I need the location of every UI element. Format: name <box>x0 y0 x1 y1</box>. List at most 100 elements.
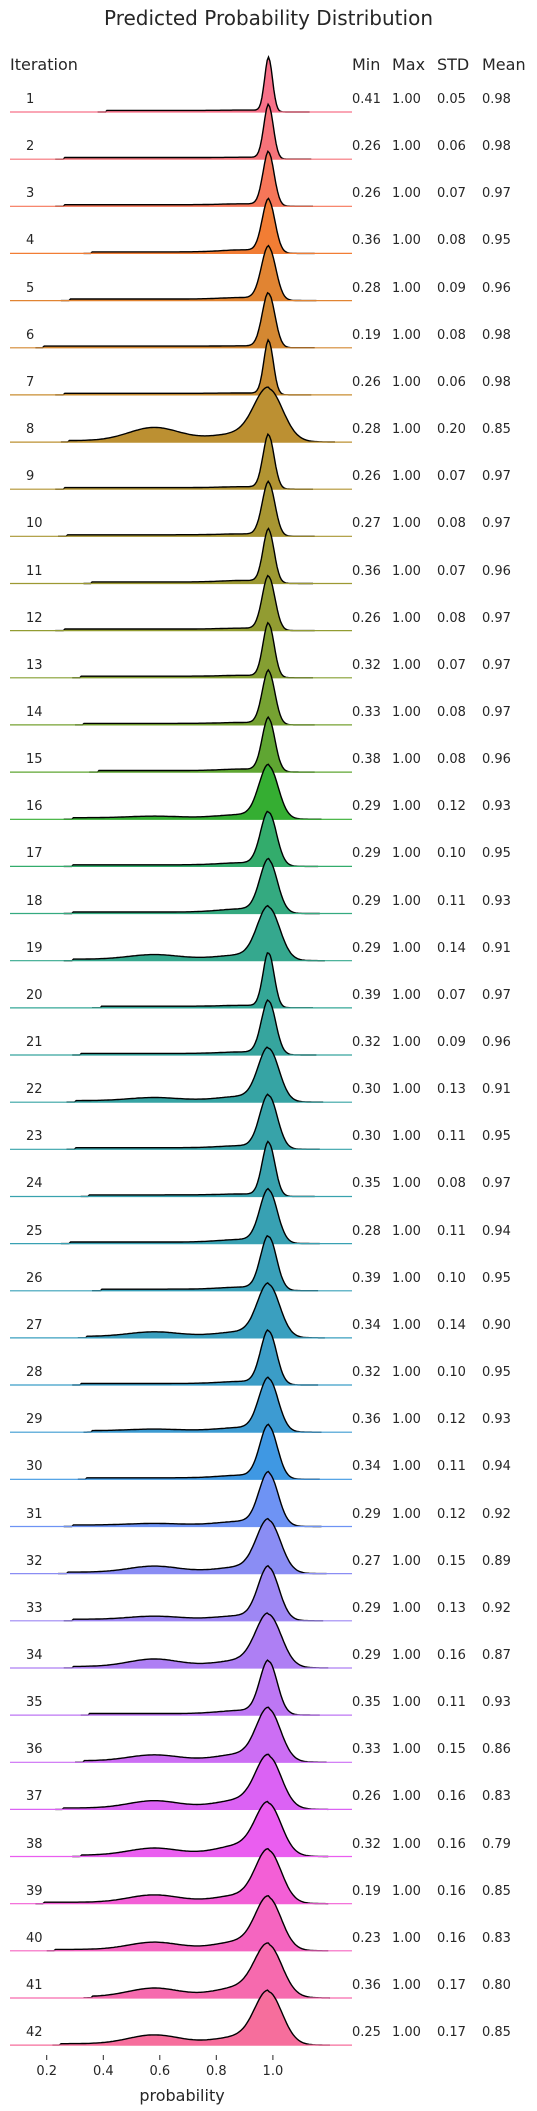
max-value: 1.00 <box>392 1600 421 1616</box>
ridge-fill-34 <box>63 1613 329 1668</box>
min-value: 0.23 <box>352 1930 381 1946</box>
std-value: 0.08 <box>437 704 466 720</box>
ridge-outline-38 <box>72 1800 329 1858</box>
min-value: 0.32 <box>352 1365 381 1381</box>
ridge-outline-2 <box>55 102 312 160</box>
max-value: 1.00 <box>392 1553 421 1569</box>
max-value: 1.00 <box>392 1223 421 1239</box>
std-value: 0.08 <box>437 516 466 532</box>
min-value: 0.34 <box>352 1317 381 1333</box>
iteration-label: 14 <box>26 704 43 720</box>
max-value: 1.00 <box>392 1317 421 1333</box>
min-value: 0.32 <box>352 1836 381 1852</box>
iteration-label: 33 <box>26 1600 43 1616</box>
mean-value: 0.96 <box>482 563 511 579</box>
iteration-label: 24 <box>26 1176 43 1192</box>
ridge-fill-18 <box>63 858 320 914</box>
x-tick-label: 0.8 <box>205 2064 227 2079</box>
min-value: 0.29 <box>352 940 381 956</box>
min-value: 0.29 <box>352 1600 381 1616</box>
max-value: 1.00 <box>392 516 421 532</box>
ridge-outline-1 <box>97 54 310 113</box>
min-value: 0.30 <box>352 1082 381 1098</box>
mean-value: 0.95 <box>482 233 511 249</box>
std-column-header: STD <box>437 55 470 74</box>
mean-value: 0.97 <box>482 610 511 626</box>
min-value: 0.29 <box>352 1506 381 1522</box>
max-value: 1.00 <box>392 186 421 202</box>
mean-value: 0.97 <box>482 657 511 673</box>
ridge-outline-4 <box>83 197 315 255</box>
ridge-outline-18 <box>63 857 320 915</box>
mean-value: 0.89 <box>482 1553 511 1569</box>
ridge-outline-31 <box>63 1470 322 1528</box>
ridge-fill-35 <box>80 1660 320 1716</box>
max-value: 1.00 <box>392 1742 421 1758</box>
ridge-outline-25 <box>60 1187 320 1245</box>
std-value: 0.10 <box>437 1270 466 1286</box>
ridge-outline-12 <box>55 574 315 632</box>
max-column-header: Max <box>392 55 426 74</box>
mean-value: 0.94 <box>482 1223 511 1239</box>
iteration-label: 13 <box>26 657 43 673</box>
ridge-fill-11 <box>83 528 313 584</box>
ridge-outline-24 <box>80 1140 315 1198</box>
iteration-label: 42 <box>26 2025 43 2041</box>
max-value: 1.00 <box>392 1789 421 1805</box>
iteration-label: 39 <box>26 1883 43 1899</box>
max-value: 1.00 <box>392 422 421 438</box>
ridge-fill-36 <box>75 1707 327 1763</box>
iteration-label: 32 <box>26 1553 43 1569</box>
std-value: 0.11 <box>437 1695 466 1711</box>
std-value: 0.11 <box>437 1223 466 1239</box>
mean-value: 0.98 <box>482 139 511 155</box>
min-value: 0.36 <box>352 1412 381 1428</box>
min-value: 0.39 <box>352 1270 381 1286</box>
iteration-label: 29 <box>26 1412 43 1428</box>
ridge-outline-10 <box>58 480 315 537</box>
std-value: 0.07 <box>437 657 466 673</box>
std-value: 0.11 <box>437 893 466 909</box>
mean-value: 0.97 <box>482 186 511 202</box>
mean-value: 0.91 <box>482 940 511 956</box>
min-column-header: Min <box>352 55 381 74</box>
std-value: 0.12 <box>437 1506 466 1522</box>
ridge-outline-32 <box>58 1517 327 1575</box>
min-value: 0.26 <box>352 139 381 155</box>
std-value: 0.06 <box>437 374 466 390</box>
max-value: 1.00 <box>392 987 421 1003</box>
ridge-outline-6 <box>35 291 315 349</box>
iteration-label: 10 <box>26 516 43 532</box>
iteration-label: 2 <box>26 139 35 155</box>
ridge-outline-20 <box>92 952 313 1009</box>
min-value: 0.36 <box>352 233 381 249</box>
iteration-label: 9 <box>26 469 35 485</box>
ridge-fill-21 <box>72 1000 317 1055</box>
iteration-label: 21 <box>26 1035 43 1050</box>
ridge-fill-37 <box>55 1754 329 1810</box>
ridge-fill-1 <box>97 57 310 112</box>
max-value: 1.00 <box>392 752 421 768</box>
std-value: 0.09 <box>437 280 466 296</box>
mean-value: 0.85 <box>482 1883 511 1899</box>
ridge-fill-31 <box>63 1471 322 1527</box>
std-value: 0.07 <box>437 563 466 579</box>
min-value: 0.26 <box>352 469 381 485</box>
std-value: 0.06 <box>437 139 466 155</box>
ridge-fill-12 <box>55 575 315 631</box>
mean-value: 0.98 <box>482 92 511 107</box>
max-value: 1.00 <box>392 893 421 909</box>
ridge-fill-27 <box>77 1282 325 1338</box>
max-value: 1.00 <box>392 1035 421 1050</box>
iteration-label: 35 <box>26 1695 43 1711</box>
iteration-label: 18 <box>26 893 43 909</box>
ridge-outline-14 <box>75 668 315 726</box>
ridge-fill-10 <box>58 481 315 537</box>
min-value: 0.38 <box>352 752 381 768</box>
iteration-label: 34 <box>26 1647 43 1663</box>
iteration-label: 31 <box>26 1506 43 1522</box>
max-value: 1.00 <box>392 940 421 956</box>
min-value: 0.19 <box>352 327 381 343</box>
max-value: 1.00 <box>392 846 421 862</box>
ridge-outline-11 <box>83 527 313 585</box>
